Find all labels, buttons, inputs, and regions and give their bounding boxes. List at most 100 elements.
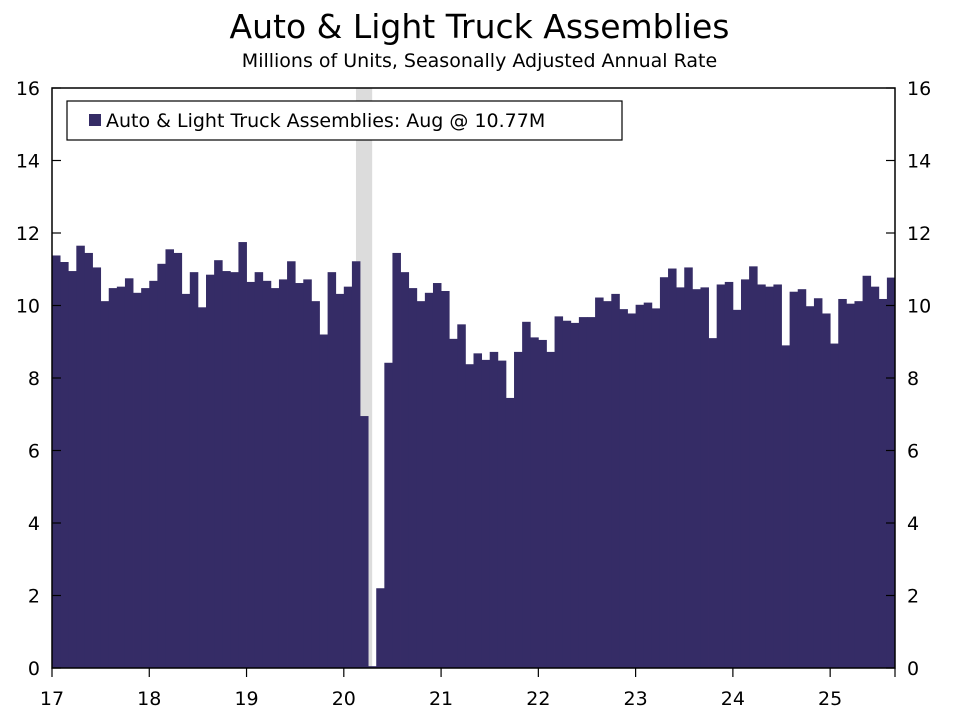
bar (465, 364, 474, 668)
bar (676, 287, 685, 669)
y-tick-label-right: 10 (907, 296, 931, 318)
bar (749, 266, 758, 668)
x-tick-label: 23 (624, 688, 648, 710)
bar (684, 267, 693, 668)
y-tick-label-left: 10 (16, 296, 40, 318)
bar (627, 313, 637, 668)
y-tick-label-left: 12 (16, 223, 40, 245)
bar (197, 307, 207, 668)
bar (586, 317, 596, 668)
bar (392, 252, 401, 668)
bar (846, 303, 855, 668)
y-tick-label-left: 14 (16, 151, 40, 173)
y-tick-label-right: 0 (907, 658, 919, 680)
bar (692, 289, 701, 668)
bar (878, 298, 888, 668)
bar (335, 293, 345, 668)
bar (432, 283, 442, 668)
bar (789, 291, 799, 668)
bar (351, 261, 361, 668)
bar (805, 306, 815, 668)
y-tick-label-right: 16 (907, 78, 931, 100)
x-tick-label: 18 (137, 688, 161, 710)
bar (311, 301, 320, 668)
bar (173, 252, 183, 668)
bar (854, 301, 863, 668)
y-tick-label-left: 0 (28, 658, 40, 680)
bar (862, 275, 872, 668)
bar (270, 288, 280, 668)
bar (619, 309, 628, 669)
bar (319, 334, 328, 668)
bar (157, 263, 166, 668)
legend-label: Auto & Light Truck Assemblies: Aug @ 10.… (106, 110, 545, 132)
y-tick-label-right: 4 (907, 513, 919, 535)
bar (651, 308, 661, 668)
bar (886, 277, 896, 668)
bar (595, 297, 604, 668)
bar (441, 291, 450, 668)
bar (189, 272, 199, 668)
bar (303, 279, 312, 668)
bar (149, 280, 158, 668)
bar (262, 280, 272, 668)
bar (813, 298, 823, 668)
bar (246, 281, 256, 668)
legend-box (66, 100, 623, 141)
bar (668, 268, 677, 668)
bar (538, 339, 547, 668)
bar (481, 359, 491, 669)
y-tick-label-left: 2 (28, 586, 40, 608)
x-tick-label: 21 (429, 688, 453, 710)
y-tick-label-right: 2 (907, 586, 919, 608)
legend-swatch (89, 114, 101, 126)
bar (360, 416, 369, 668)
y-tick-label-left: 6 (28, 441, 40, 463)
bar (578, 317, 588, 668)
bar (570, 322, 580, 668)
bar (376, 588, 385, 668)
legend: Auto & Light Truck Assemblies: Aug @ 10.… (66, 100, 623, 141)
bar (287, 261, 296, 668)
bar (497, 360, 507, 668)
bar (60, 262, 69, 668)
bar (611, 293, 620, 668)
bar (408, 288, 418, 668)
x-tick-label: 17 (40, 688, 64, 710)
bar (116, 286, 126, 668)
bar (141, 288, 150, 668)
x-tick-label: 25 (818, 688, 842, 710)
bar (457, 324, 466, 668)
bar (700, 287, 709, 669)
x-tick-label: 19 (234, 688, 258, 710)
bar (659, 277, 669, 668)
bar (108, 288, 118, 668)
bar (530, 337, 539, 668)
bar (133, 292, 142, 668)
bar (181, 293, 191, 668)
x-tick-label: 20 (332, 688, 356, 710)
bar (424, 292, 434, 668)
y-tick-label-left: 16 (16, 78, 40, 100)
chart-subtitle: Millions of Units, Seasonally Adjusted A… (241, 50, 718, 72)
chart-title: Auto & Light Truck Assemblies (229, 7, 730, 46)
bar (514, 351, 523, 668)
bar (222, 271, 231, 668)
bar (708, 338, 718, 669)
bar (384, 362, 393, 668)
bar (603, 301, 612, 668)
bar (400, 272, 410, 668)
bar (52, 255, 61, 668)
bar (368, 666, 377, 668)
bar (327, 272, 337, 668)
bar (635, 304, 645, 668)
bar (92, 267, 102, 668)
bar (765, 286, 774, 668)
bar (238, 242, 247, 668)
bar (449, 338, 458, 668)
bar (546, 351, 555, 668)
x-tick-label: 22 (526, 688, 550, 710)
bar (230, 272, 239, 668)
